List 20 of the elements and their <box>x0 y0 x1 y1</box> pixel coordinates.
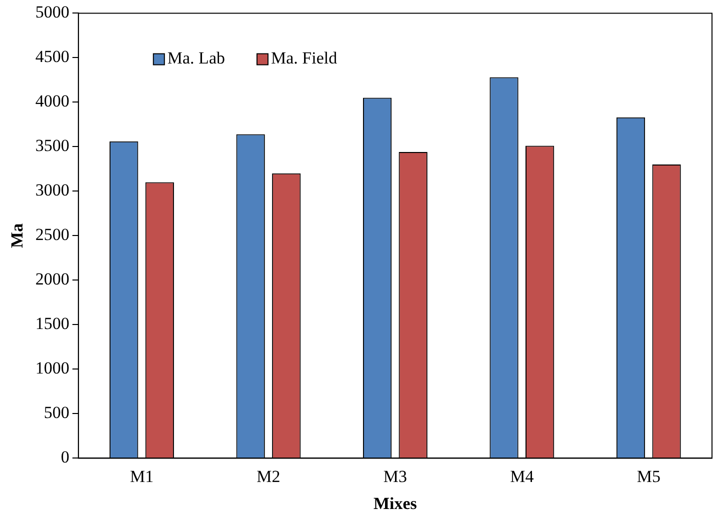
y-tick-label: 500 <box>44 403 70 422</box>
y-tick-label: 4500 <box>35 47 70 66</box>
y-tick-label: 3000 <box>35 180 70 200</box>
x-tick-label: M3 <box>383 466 408 486</box>
y-tick-label: 2000 <box>35 270 70 289</box>
y-tick-label: 0 <box>60 448 70 467</box>
y-axis-title: Ma <box>8 222 27 248</box>
y-tick-label: 2500 <box>35 225 70 244</box>
x-tick-label: M1 <box>130 466 154 486</box>
y-tick-label: 1000 <box>35 358 70 378</box>
legend-label: Ma. Field <box>270 48 338 68</box>
x-tick-label: M5 <box>636 466 660 486</box>
y-tick-label: 1500 <box>35 314 70 334</box>
y-tick-label: 3500 <box>35 136 70 156</box>
x-tick-label: M2 <box>256 466 280 486</box>
legend-label: Ma. Lab <box>167 48 225 68</box>
y-tick-label: 4000 <box>35 92 70 111</box>
x-axis-title: Mixes <box>373 494 418 514</box>
y-tick-label: 5000 <box>35 2 70 22</box>
x-tick-label: M4 <box>510 466 534 486</box>
